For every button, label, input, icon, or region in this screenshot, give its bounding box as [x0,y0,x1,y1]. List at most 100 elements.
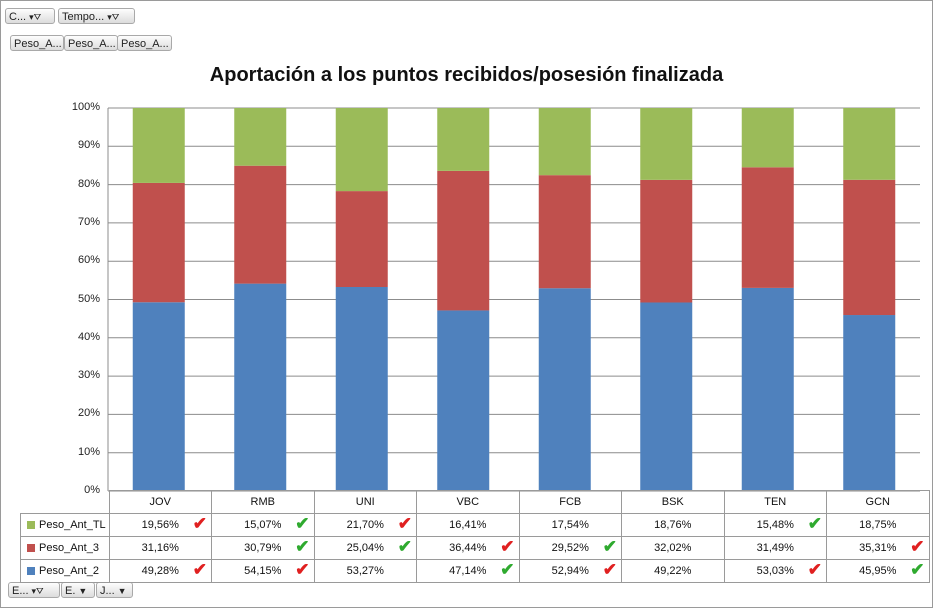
red-check-icon: ✔ [500,536,515,556]
category-label: VBC [416,490,520,514]
green-check-icon: ✔ [910,559,925,579]
y-tick-label: 60% [77,254,100,267]
y-tick-label: 90% [77,139,100,152]
data-value: 54,15% [244,564,282,577]
bar-segment-peso-ant-2-ten [741,287,794,491]
bar-segment-peso-ant-2-bsk [640,302,693,491]
field-button-peso-3[interactable]: Peso_A... [117,35,172,51]
category-label: TEN [723,490,827,514]
dropdown-icon: ▼ [78,586,88,596]
bar-segment-peso-ant-3-fcb [538,175,591,289]
legend-series-name: Peso_Ant_TL [39,518,106,531]
y-tick-label: 10% [77,445,100,458]
data-table: JOV RMB UNI VBC FCB BSK TEN GCN Peso_Ant_TL 19,56… [20,490,930,583]
category-label: UNI [313,490,417,514]
red-check-icon: ✔ [910,536,925,556]
data-value: 18,75% [859,518,897,531]
field-button-label: Peso_A... [68,38,116,50]
bar-segment-peso-ant-tl-gcn [843,108,896,180]
data-value: 29,52% [551,541,589,554]
filter-button-j[interactable]: J... ▼ [96,582,133,598]
y-tick-label: 100% [71,101,100,113]
data-value: 53,27% [346,564,384,577]
data-value: 35,31% [859,541,897,554]
bar-segment-peso-ant-2-fcb [538,288,591,491]
green-check-icon: ✔ [295,536,310,556]
y-tick-label: 30% [77,369,100,382]
red-check-icon: ✔ [602,559,617,579]
filter-button-label: E. [65,585,76,597]
chart-title: Aportación a los puntos recibidos/posesi… [209,64,724,86]
bar-segment-peso-ant-3-bsk [640,179,693,303]
data-value: 53,03% [756,564,794,577]
field-button-peso-1[interactable]: Peso_A... [10,35,64,51]
bar-segment-peso-ant-tl-fcb [538,108,591,176]
category-label: RMB [211,490,315,514]
category-label: BSK [621,490,725,514]
green-check-icon: ✔ [807,513,822,533]
table-row: Peso_Ant_3 31,16% 30,79% ✔ 25,04% ✔ 36,44% ✔ 29,… [20,535,930,560]
data-value: 30,79% [244,541,282,554]
category-label: FCB [518,490,622,514]
data-value: 49,28% [141,564,179,577]
red-check-icon: ✔ [807,559,822,579]
filter-icon: ▾⛛ [107,12,120,22]
red-check-icon: ✔ [192,513,207,533]
red-check-icon: ✔ [397,513,412,533]
filter-button-tempo[interactable]: Tempo... ▾⛛ [58,8,135,24]
bar-segment-peso-ant-2-jov [132,302,185,491]
bar-segment-peso-ant-2-gcn [843,315,896,491]
data-value: 25,04% [346,541,384,554]
dropdown-icon: ▼ [117,586,127,596]
data-value: 17,54% [551,518,589,531]
bar-segment-peso-ant-3-jov [132,182,185,303]
data-value: 52,94% [551,564,589,577]
red-check-icon: ✔ [295,559,310,579]
data-value: 21,70% [346,518,384,531]
bar-segment-peso-ant-tl-vbc [437,108,490,171]
bar-segment-peso-ant-tl-ten [741,108,794,168]
field-button-label: Peso_A... [121,38,169,50]
bar-segment-peso-ant-tl-jov [132,108,185,183]
bar-segment-peso-ant-3-uni [335,191,388,287]
y-tick-label: 40% [77,330,100,343]
data-value: 15,48% [756,518,794,531]
data-value: 31,16% [141,541,179,554]
category-label: JOV [108,490,212,514]
filter-button-e2[interactable]: E. ▼ [61,582,95,598]
data-value: 19,56% [141,518,179,531]
legend-swatch [27,520,35,529]
filter-icon: ▾⛛ [29,12,42,22]
bar-segment-peso-ant-3-ten [741,167,794,288]
red-check-icon: ✔ [192,559,207,579]
green-check-icon: ✔ [397,536,412,556]
bar-segment-peso-ant-2-vbc [437,310,490,491]
green-check-icon: ✔ [500,559,515,579]
data-value: 45,95% [859,564,897,577]
data-value: 36,44% [449,541,487,554]
data-value: 47,14% [449,564,487,577]
bar-segment-peso-ant-tl-bsk [640,108,693,180]
legend-series-name: Peso_Ant_3 [39,541,99,554]
legend-series-name: Peso_Ant_2 [39,564,99,577]
filter-button-label: C... [9,11,27,23]
data-value: 49,22% [654,564,692,577]
y-tick-label: 0% [84,484,100,496]
data-value: 15,07% [244,518,282,531]
bar-segment-peso-ant-3-vbc [437,170,490,311]
filter-button-label: J... [100,585,115,597]
y-tick-label: 50% [77,292,100,305]
bar-segment-peso-ant-2-uni [335,286,388,491]
bar-segment-peso-ant-3-gcn [843,179,896,316]
filter-button-label: E... [12,585,29,597]
category-label: GCN [826,490,930,514]
filter-button-c[interactable]: C... ▾⛛ [5,8,55,24]
filter-button-e1[interactable]: E... ▾⛛ [8,582,60,598]
y-tick-label: 80% [77,177,100,190]
table-row: Peso_Ant_2 49,28% ✔ 54,15% ✔ 53,27% 47,14% ✔ 52,… [20,558,930,583]
filter-icon: ▾⛛ [31,586,44,596]
green-check-icon: ✔ [602,536,617,556]
bar-segment-peso-ant-tl-rmb [234,108,287,166]
legend-swatch [27,566,35,575]
